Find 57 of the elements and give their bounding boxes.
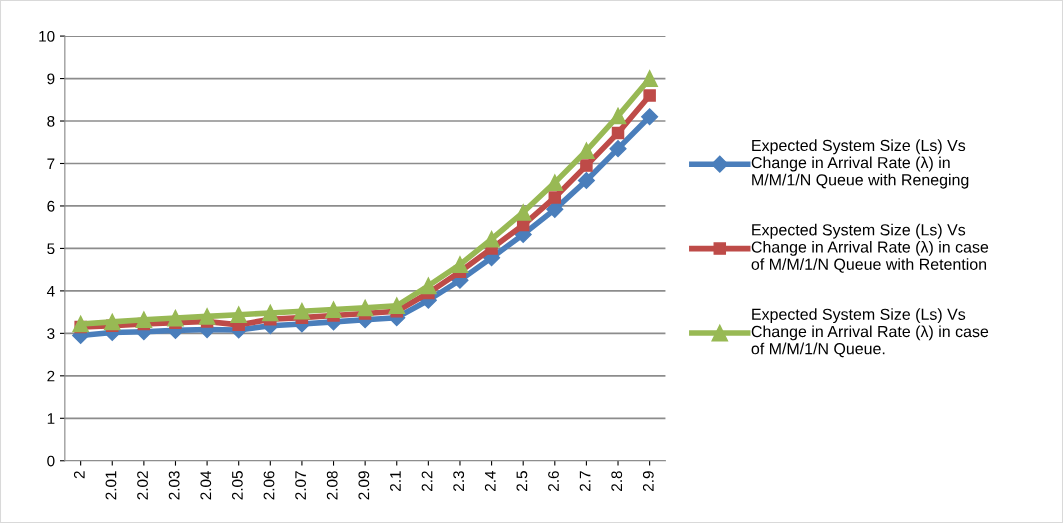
point [293,302,311,320]
x-tick-label: 2.5 [516,471,528,491]
x-tick-label: 2.01 [105,471,117,500]
x-tick-label: 2.3 [453,471,465,491]
legend-label: Expected System Size (Ls) Vs Change in Arrival Rate (λ) in case of M/M/1/N Queue with Retention [751,223,989,273]
y-tick-label: 3 [47,328,55,340]
point [230,306,248,324]
point [388,297,406,315]
x-tick-label: 2.03 [168,471,180,500]
point [483,230,500,248]
x-tick-label: 2.9 [642,471,654,491]
point [72,315,89,333]
point [609,140,627,158]
point [167,309,184,327]
point [451,256,469,273]
point [548,191,562,204]
x-tick-label: 2.05 [231,471,243,500]
x-tick-label: 2.08 [326,471,338,500]
point [611,126,625,140]
point [643,89,656,102]
x-tick-label: 2.07 [295,471,307,500]
y-tick-label: 4 [46,285,55,297]
point [420,277,437,295]
x-tick-label: 2.02 [137,471,148,500]
point [356,299,374,317]
y-tick-label: 1 [47,413,55,424]
y-tick-label: 0 [47,455,55,467]
point [577,171,595,190]
point [261,304,279,322]
x-tick-label: 2.7 [579,471,591,491]
point [641,70,658,87]
point [198,308,216,325]
x-tick-label: 2.2 [421,471,433,491]
x-tick-label: 2.8 [611,471,623,491]
point [325,301,342,318]
x-tick-label: 2.6 [548,471,559,491]
x-tick-label: 2.06 [263,471,275,500]
x-tick-label: 2.1 [390,471,401,491]
x-tick-label: 2.04 [200,470,212,500]
y-tick-label: 9 [47,73,55,85]
point [580,159,593,172]
legend-label: Expected System Size (Ls) Vs Change in Arrival Rate (λ) in case of M/M/1/N Queue. [751,308,989,358]
y-tick-label: 2 [47,370,55,382]
point [609,107,627,125]
point [135,311,153,329]
x-tick-label: 2.09 [358,471,370,500]
legend-label: Expected System Size (Ls) Vs Change in Arrival Rate (λ) in M/M/1/N Queue with Reneging [751,139,969,189]
y-tick-label: 10 [39,30,55,42]
point [103,313,121,331]
y-tick-label: 7 [47,158,55,170]
x-tick-label: 2 [73,471,85,479]
y-tick-label: 8 [47,115,55,127]
y-tick-label: 5 [47,243,55,255]
point [578,142,595,160]
point [641,108,659,126]
x-tick-label: 2.4 [484,470,496,491]
y-tick-label: 6 [47,200,55,212]
